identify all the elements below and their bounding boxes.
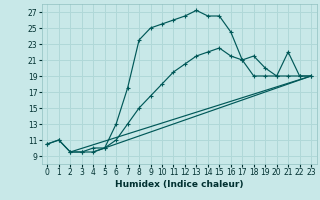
X-axis label: Humidex (Indice chaleur): Humidex (Indice chaleur) <box>115 180 244 189</box>
